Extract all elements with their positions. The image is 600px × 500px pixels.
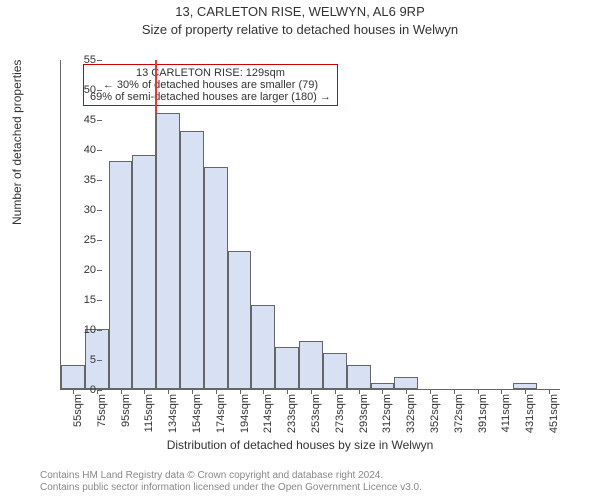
x-tick: 391sqm [477, 394, 489, 454]
x-tick: 451sqm [548, 394, 560, 454]
x-tick: 95sqm [120, 394, 132, 454]
histogram-bar [275, 347, 299, 389]
x-tick: 312sqm [381, 394, 393, 454]
x-tick: 75sqm [96, 394, 108, 454]
x-tick: 115sqm [143, 394, 155, 454]
y-tick: 45 [60, 114, 96, 126]
x-tick: 214sqm [262, 394, 274, 454]
y-axis-label: Number of detached properties [10, 60, 24, 225]
x-tick: 55sqm [72, 394, 84, 454]
annotation-line: ← 30% of detached houses are smaller (79… [90, 79, 331, 91]
y-tick: 20 [60, 264, 96, 276]
title-address: 13, CARLETON RISE, WELWYN, AL6 9RP [0, 4, 600, 19]
y-tick: 40 [60, 144, 96, 156]
x-tick: 154sqm [191, 394, 203, 454]
y-tick: 15 [60, 294, 96, 306]
footer-line1: Contains HM Land Registry data © Crown c… [40, 470, 422, 482]
x-tick: 332sqm [405, 394, 417, 454]
annotation-line: 69% of semi-detached houses are larger (… [90, 91, 331, 103]
histogram-bar [347, 365, 371, 389]
histogram-bar [180, 131, 204, 389]
y-tick: 10 [60, 324, 96, 336]
y-tick: 5 [60, 354, 96, 366]
y-tick: 55 [60, 54, 96, 66]
histogram-bar [204, 167, 228, 389]
plot-area: 13 CARLETON RISE: 129sqm← 30% of detache… [60, 60, 560, 390]
x-tick: 293sqm [358, 394, 370, 454]
chart-container: 13, CARLETON RISE, WELWYN, AL6 9RP Size … [0, 0, 600, 500]
x-tick: 411sqm [500, 394, 512, 454]
y-tick: 50 [60, 84, 96, 96]
y-tick: 30 [60, 204, 96, 216]
y-tick: 35 [60, 174, 96, 186]
footer: Contains HM Land Registry data © Crown c… [40, 470, 422, 494]
histogram-bar [299, 341, 323, 389]
x-tick: 194sqm [239, 394, 251, 454]
x-tick: 233sqm [286, 394, 298, 454]
y-tick: 25 [60, 234, 96, 246]
x-tick: 134sqm [167, 394, 179, 454]
marker-annotation: 13 CARLETON RISE: 129sqm← 30% of detache… [83, 64, 338, 106]
x-tick: 372sqm [453, 394, 465, 454]
footer-line2: Contains public sector information licen… [40, 482, 422, 494]
annotation-line: 13 CARLETON RISE: 129sqm [90, 67, 331, 79]
histogram-bar [251, 305, 275, 389]
x-tick: 253sqm [310, 394, 322, 454]
title-subtitle: Size of property relative to detached ho… [0, 22, 600, 37]
x-tick: 352sqm [429, 394, 441, 454]
histogram-bar [156, 113, 180, 389]
histogram-bar [394, 377, 418, 389]
histogram-bar [323, 353, 347, 389]
histogram-bar [109, 161, 133, 389]
x-tick: 273sqm [334, 394, 346, 454]
x-tick: 174sqm [215, 394, 227, 454]
histogram-bar [228, 251, 252, 389]
x-tick: 431sqm [524, 394, 536, 454]
histogram-bar [132, 155, 156, 389]
